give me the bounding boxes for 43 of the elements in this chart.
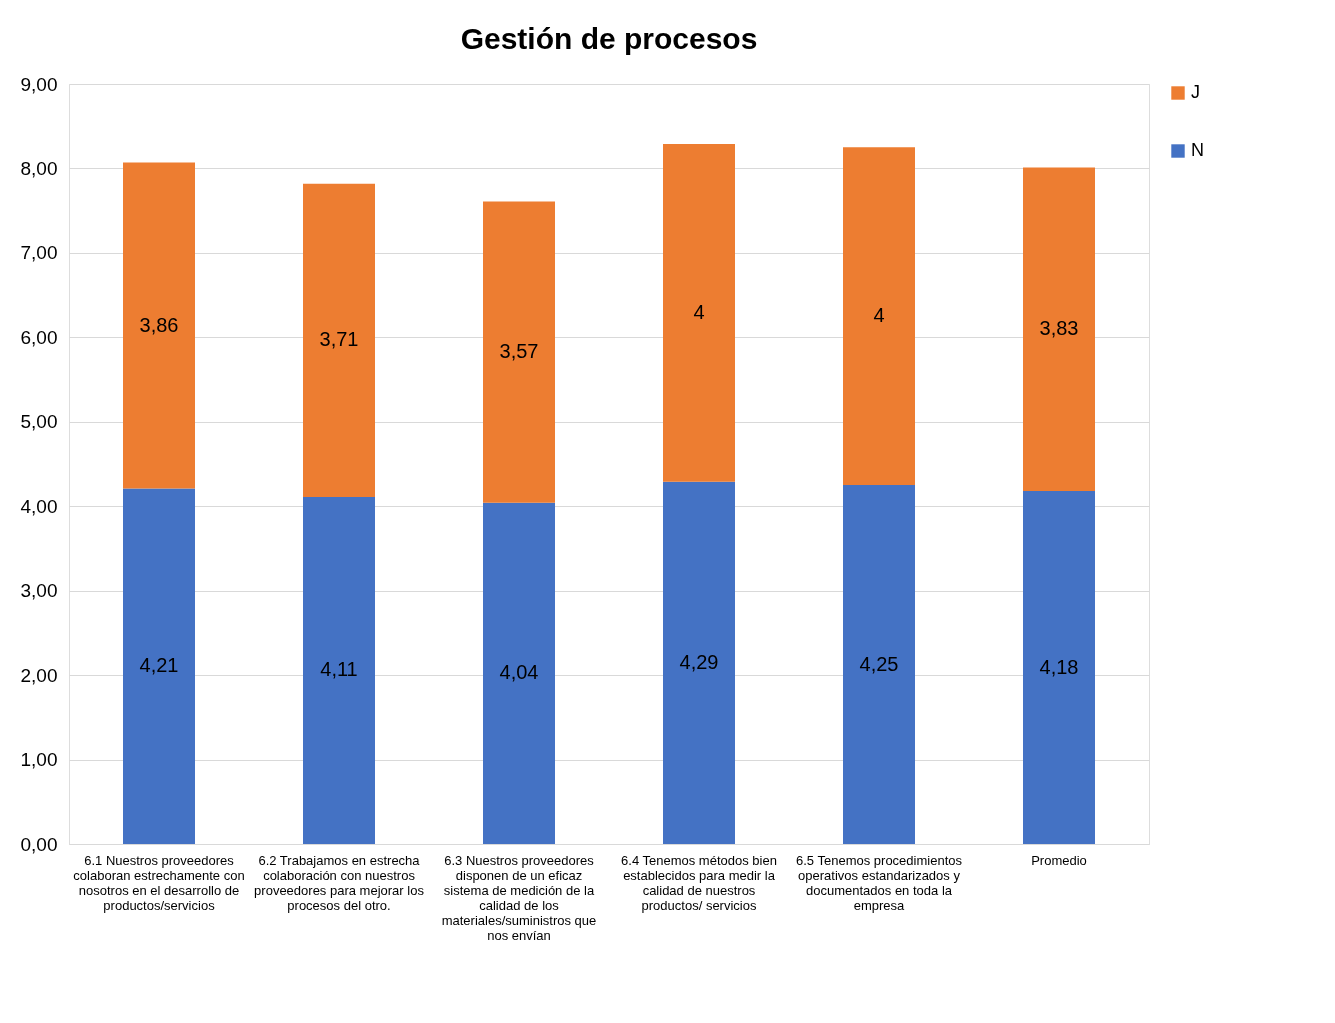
x-tick-label: 6.2 Trabajamos en estrecha colaboración con nuestros proveedores para mejorar los procesos del otro.	[254, 852, 425, 913]
data-label: 4,21	[139, 654, 179, 677]
legend-label: N	[1191, 140, 1204, 160]
bar	[663, 143, 735, 482]
data-label: 4	[693, 300, 705, 323]
bar	[483, 201, 555, 503]
data-label: 3,57	[499, 340, 539, 363]
y-tick-label: 0,00	[20, 833, 58, 855]
y-tick-label: 4,00	[20, 495, 58, 517]
x-tick-label: Promedio	[1031, 852, 1087, 868]
bar	[843, 485, 915, 844]
x-tick-label: 6.5 Tenemos procedimientos operativos estandarizados y documentados en toda la empresa	[796, 852, 963, 913]
bar	[483, 502, 555, 844]
y-tick-label: 2,00	[20, 664, 58, 686]
y-tick-label: 5,00	[20, 411, 58, 433]
y-tick-label: 8,00	[20, 157, 58, 179]
bar	[303, 183, 375, 497]
y-tick-label: 9,00	[20, 73, 58, 95]
y-tick-label: 7,00	[20, 242, 58, 264]
data-label: 4	[873, 304, 885, 327]
data-label: 4,18	[1039, 655, 1079, 678]
y-tick-label: 6,00	[20, 326, 58, 348]
x-tick-label: 6.1 Nuestros proveedores colaboran estrechamente con nosotros en el desarrollo de productos/servicios	[73, 852, 245, 913]
data-label: 4,25	[859, 652, 899, 675]
bar	[1023, 491, 1095, 844]
data-label: 3,71	[319, 328, 359, 351]
bar	[843, 147, 915, 486]
y-tick-label: 3,00	[20, 580, 58, 602]
data-label: 4,11	[320, 658, 358, 681]
data-label: 3,86	[139, 313, 179, 336]
data-label: 4,04	[499, 661, 539, 684]
bar	[303, 496, 375, 844]
bar	[663, 481, 735, 844]
bar	[123, 488, 195, 844]
data-label: 4,29	[679, 650, 719, 673]
data-label: 3,83	[1039, 317, 1079, 340]
bar	[123, 162, 195, 489]
x-tick-label: 6.3 Nuestros proveedores disponen de un eficaz sistema de medición de la calidad de los materiales/suministros que nos envían	[441, 852, 597, 943]
legend-label: J	[1191, 82, 1200, 102]
chart-title: Gestión de procesos	[460, 22, 758, 55]
x-tick-label: 6.4 Tenemos métodos bien establecidos para medir la calidad de nuestros productos/ servicios	[621, 852, 777, 913]
bar	[1023, 167, 1095, 492]
y-tick-label: 1,00	[20, 749, 58, 771]
